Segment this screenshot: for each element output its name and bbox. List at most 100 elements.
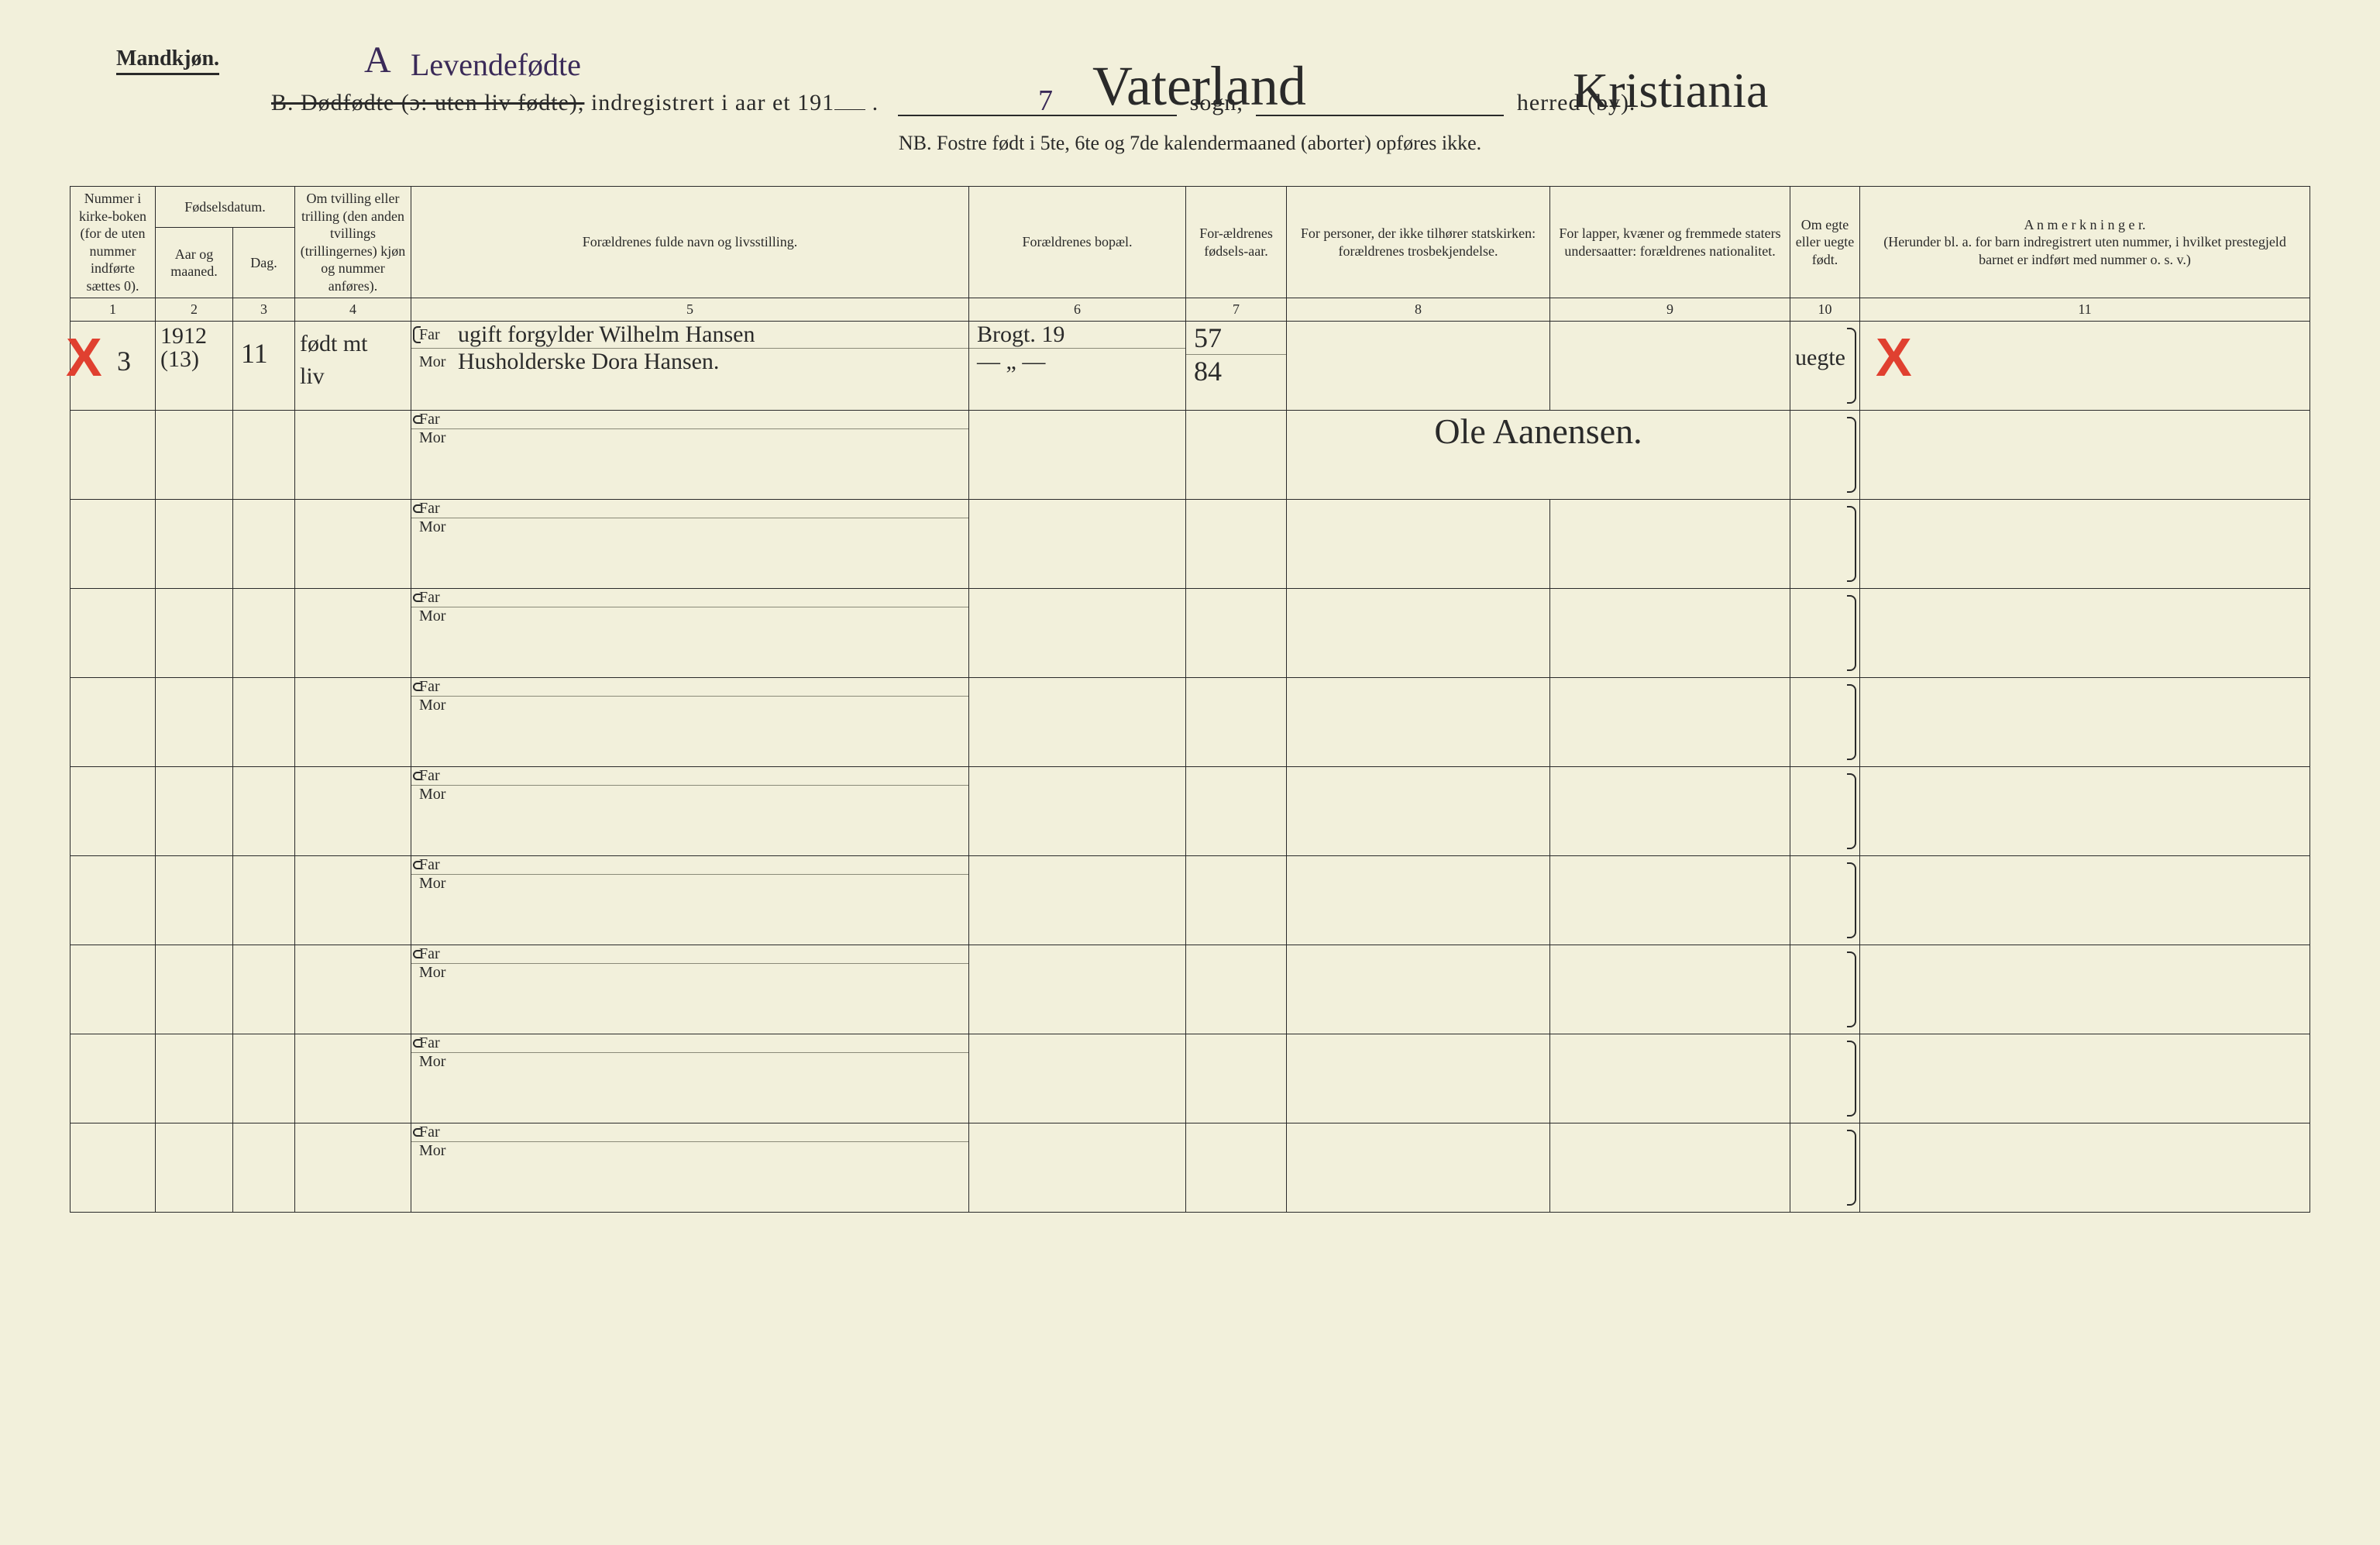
indreg-text: indregistrert i aar et 191 xyxy=(584,90,834,115)
brace-right-icon xyxy=(1847,1130,1856,1206)
brace-right-icon xyxy=(1847,862,1856,938)
far-label: Far xyxy=(419,1034,458,1052)
cell-dag: 11 xyxy=(233,322,295,411)
cell-empty xyxy=(233,411,295,500)
birth-day: 11 xyxy=(241,337,268,370)
cell-tvilling: født mt liv xyxy=(295,322,411,411)
brace-icon xyxy=(413,326,421,343)
cell-foreldre-navn: Far ugift forgylder Wilhelm Hansen Mor H… xyxy=(411,322,969,411)
mor-label: Mor xyxy=(419,697,458,714)
cell-aar: 1912 (13) xyxy=(156,322,233,411)
colnum-10: 10 xyxy=(1790,298,1860,322)
record-row-empty: FarMor xyxy=(71,856,2310,945)
record-row-empty: FarMor xyxy=(71,1034,2310,1123)
cell-anmerkninger: X xyxy=(1860,322,2310,411)
colnum-4: 4 xyxy=(295,298,411,322)
brace-icon xyxy=(413,594,421,602)
mor-label: Mor xyxy=(419,964,458,982)
col-header-8: For personer, der ikke tilhører statskir… xyxy=(1287,187,1550,298)
cell-empty xyxy=(1186,411,1287,500)
col-header-11: A n m e r k n i n g e r. (Herunder bl. a… xyxy=(1860,187,2310,298)
column-number-row: 1 2 3 4 5 6 7 8 9 10 11 xyxy=(71,298,2310,322)
cell-empty xyxy=(71,411,156,500)
far-label: Far xyxy=(419,945,458,963)
far-label: Far xyxy=(419,678,458,696)
record-row-empty: FarMor xyxy=(71,767,2310,856)
far-label: Far xyxy=(419,856,458,874)
colnum-11: 11 xyxy=(1860,298,2310,322)
handwritten-sogn: Vaterland xyxy=(1092,54,1306,119)
cell-signature: Ole Aanensen. xyxy=(1287,411,1790,500)
far-label: Far xyxy=(419,326,458,344)
mor-label: Mor xyxy=(419,786,458,803)
far-navn: ugift forgylder Wilhelm Hansen xyxy=(458,322,755,348)
printed-title-line: B. Dødfødte (ɔ: uten liv fødte), indregi… xyxy=(271,85,1635,116)
birth-year-month: 1912 (13) xyxy=(160,325,207,371)
col-header-3: Dag. xyxy=(233,228,295,298)
cell-empty xyxy=(969,411,1186,500)
mor-label: Mor xyxy=(419,1053,458,1071)
colnum-6: 6 xyxy=(969,298,1186,322)
brace-icon xyxy=(413,415,421,424)
tvilling-note: født mt liv xyxy=(300,328,368,393)
cell-fodselsaar: 57 84 xyxy=(1186,322,1287,411)
record-row-empty: FarMor xyxy=(71,1123,2310,1213)
cell-empty xyxy=(295,411,411,500)
col-header-7: For-ældrenes fødsels-aar. xyxy=(1186,187,1287,298)
mor-label: Mor xyxy=(419,1142,458,1160)
far-bopel: Brogt. 19 xyxy=(977,322,1064,348)
col-header-5: Forældrenes fulde navn og livsstilling. xyxy=(411,187,969,298)
record-row-empty: FarMor xyxy=(71,678,2310,767)
mor-label: Mor xyxy=(419,518,458,536)
brace-right-icon xyxy=(1847,328,1856,404)
red-x-right: X xyxy=(1876,326,1912,388)
colnum-2: 2 xyxy=(156,298,233,322)
colnum-7: 7 xyxy=(1186,298,1287,322)
registrar-signature: Ole Aanensen. xyxy=(1434,411,1642,451)
brace-right-icon xyxy=(1847,417,1856,493)
register-table: Nummer i kirke-boken (for de uten nummer… xyxy=(70,186,2310,1213)
cell-egte: uegte xyxy=(1790,322,1860,411)
brace-right-icon xyxy=(1847,595,1856,671)
far-label: Far xyxy=(419,500,458,518)
table-head: Nummer i kirke-boken (for de uten nummer… xyxy=(71,187,2310,322)
brace-right-icon xyxy=(1847,951,1856,1027)
mor-label: Mor xyxy=(419,875,458,893)
col-header-2: Aar og maaned. xyxy=(156,228,233,298)
egte-value: uegte xyxy=(1795,345,1845,371)
col-header-10: Om egte eller uegte født. xyxy=(1790,187,1860,298)
far-label: Far xyxy=(419,589,458,607)
mor-fodselsaar: 84 xyxy=(1194,355,1222,387)
cell-nummer: X 3 xyxy=(71,322,156,411)
record-row-empty: FarMor xyxy=(71,589,2310,678)
colnum-8: 8 xyxy=(1287,298,1550,322)
nb-note: NB. Fostre født i 5te, 6te og 7de kalend… xyxy=(70,132,2310,155)
handwritten-herred: Kristiania xyxy=(1573,62,1768,119)
mor-navn: Husholderske Dora Hansen. xyxy=(458,349,719,375)
mor-label: Mor xyxy=(419,607,458,625)
colnum-9: 9 xyxy=(1550,298,1790,322)
col-header-4: Om tvilling eller trilling (den anden tv… xyxy=(295,187,411,298)
brace-icon xyxy=(413,861,421,869)
mor-bopel: — „ — xyxy=(977,349,1045,375)
cell-foreldre-navn: Far Mor xyxy=(411,411,969,500)
handwritten-year-7: 7 xyxy=(1038,84,1053,118)
record-row-1: X 3 1912 (13) 11 født mt liv Far ugi xyxy=(71,322,2310,411)
brace-icon xyxy=(413,1128,421,1137)
cell-bopel: Brogt. 19 — „ — xyxy=(969,322,1186,411)
far-label: Far xyxy=(419,1123,458,1141)
page-header: Mandkjøn. A Levendefødte B. Dødfødte (ɔ:… xyxy=(70,46,2310,178)
colnum-5: 5 xyxy=(411,298,969,322)
brace-icon xyxy=(413,950,421,958)
mor-label: Mor xyxy=(419,429,458,447)
brace-icon xyxy=(413,504,421,513)
cell-egte xyxy=(1790,411,1860,500)
brace-icon xyxy=(413,772,421,780)
colnum-3: 3 xyxy=(233,298,295,322)
record-row-2: Far Mor Ole Aanensen. xyxy=(71,411,2310,500)
brace-icon xyxy=(413,1039,421,1048)
record-row-empty: FarMor xyxy=(71,500,2310,589)
brace-right-icon xyxy=(1847,1041,1856,1117)
brace-icon xyxy=(413,683,421,691)
gender-heading: Mandkjøn. xyxy=(116,46,219,75)
